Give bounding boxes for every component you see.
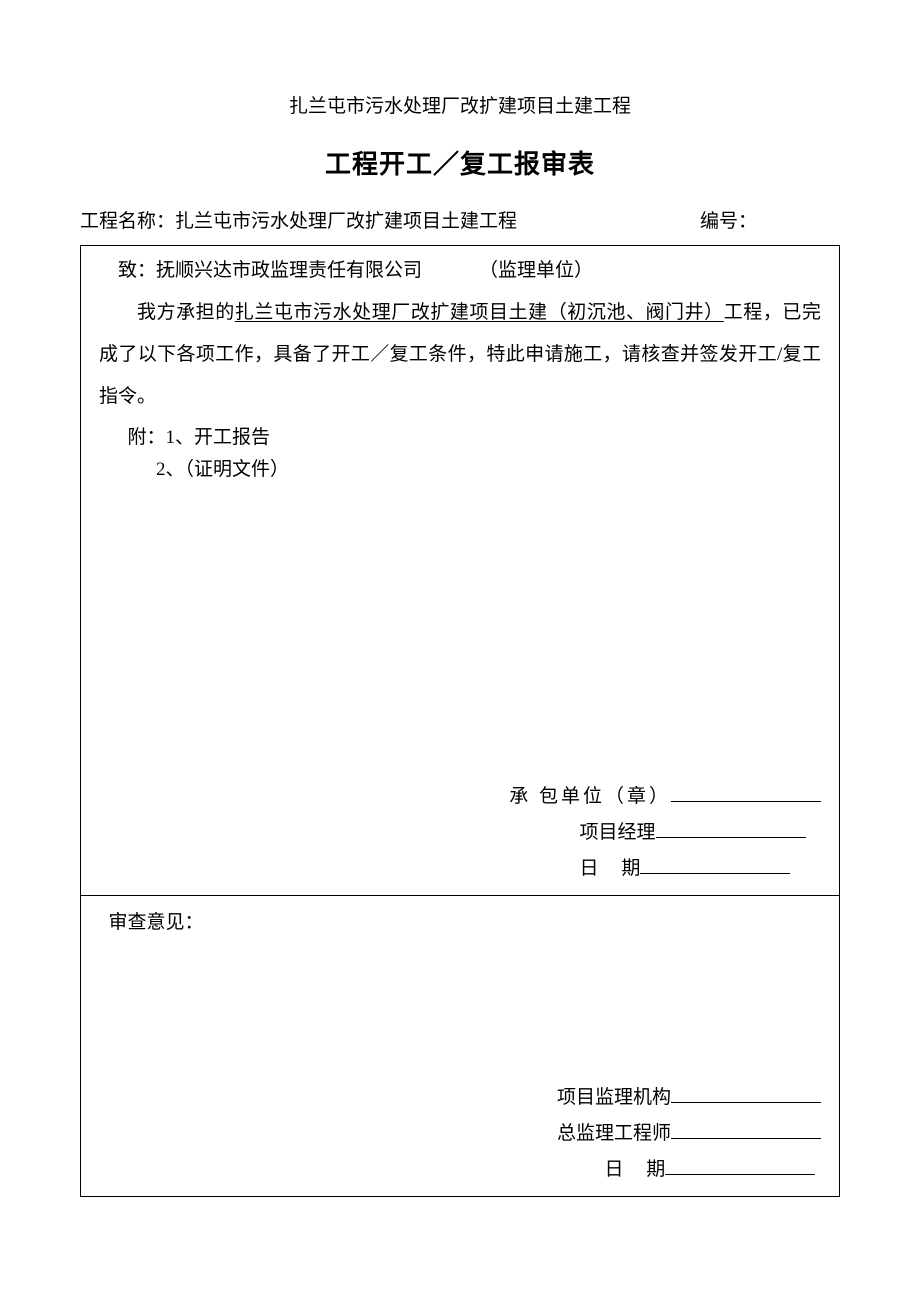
supervisor-org-fill — [671, 1084, 821, 1103]
pm-row: 项目经理 — [509, 815, 821, 851]
date-row-lower: 日期 — [557, 1152, 821, 1188]
contractor-fill — [671, 783, 821, 802]
number-label: 编号： — [700, 211, 757, 232]
meta-row: 工程名称：扎兰屯市污水处理厂改扩建项目土建工程 编号： — [80, 205, 840, 239]
body-prefix: 我方承担的 — [137, 302, 235, 323]
form-number: 编号： — [700, 205, 840, 239]
chief-engineer-label: 总监理工程师 — [557, 1123, 671, 1144]
date-label-lower-1: 日 — [604, 1159, 623, 1180]
contractor-label: 承 包单位（章） — [509, 786, 671, 807]
supervisor-org-label: 项目监理机构 — [557, 1087, 671, 1108]
chief-engineer-row: 总监理工程师 — [557, 1116, 821, 1152]
date-row-upper: 日期 — [509, 851, 821, 887]
attachment-line2: 2、（证明文件） — [99, 454, 821, 486]
date-label-2: 期 — [621, 858, 640, 879]
date-fill-lower — [665, 1156, 815, 1175]
body-underlined: 扎兰屯市污水处理厂改扩建项目土建（初沉池、阀门井） — [235, 302, 724, 323]
form-title: 工程开工／复工报审表 — [80, 142, 840, 189]
pm-fill — [656, 819, 806, 838]
project-name: 工程名称：扎兰屯市污水处理厂改扩建项目土建工程 — [80, 205, 700, 239]
form-box: 致：抚顺兴达市政监理责任有限公司 （监理单位） 我方承担的扎兰屯市污水处理厂改扩… — [80, 245, 840, 1197]
contractor-stamp-row: 承 包单位（章） — [509, 779, 821, 815]
upper-section: 致：抚顺兴达市政监理责任有限公司 （监理单位） 我方承担的扎兰屯市污水处理厂改扩… — [81, 246, 839, 896]
attachment-line1: 附：1、开工报告 — [99, 422, 821, 454]
supervisor-org-row: 项目监理机构 — [557, 1080, 821, 1116]
application-body: 我方承担的扎兰屯市污水处理厂改扩建项目土建（初沉池、阀门井）工程，已完成了以下各… — [99, 292, 821, 417]
project-name-label: 工程名称： — [80, 211, 175, 232]
project-header: 扎兰屯市污水处理厂改扩建项目土建工程 — [80, 90, 840, 124]
date-label-1: 日 — [580, 858, 599, 879]
contractor-sign-block: 承 包单位（章） 项目经理 日期 — [509, 779, 821, 887]
lower-section: 审查意见： 项目监理机构 总监理工程师 日期 — [81, 896, 839, 1196]
to-prefix: 致： — [118, 260, 156, 281]
to-line: 致：抚顺兴达市政监理责任有限公司 （监理单位） — [99, 254, 821, 288]
chief-engineer-fill — [671, 1120, 821, 1139]
project-name-value: 扎兰屯市污水处理厂改扩建项目土建工程 — [175, 211, 517, 232]
date-fill-upper — [640, 855, 790, 874]
date-label-lower-2: 期 — [646, 1159, 665, 1180]
supervisor-sign-block: 项目监理机构 总监理工程师 日期 — [557, 1080, 821, 1188]
review-label: 审查意见： — [109, 906, 822, 940]
pm-label: 项目经理 — [580, 822, 656, 843]
to-company: 抚顺兴达市政监理责任有限公司 — [156, 260, 422, 281]
to-role: （监理单位） — [479, 260, 593, 281]
